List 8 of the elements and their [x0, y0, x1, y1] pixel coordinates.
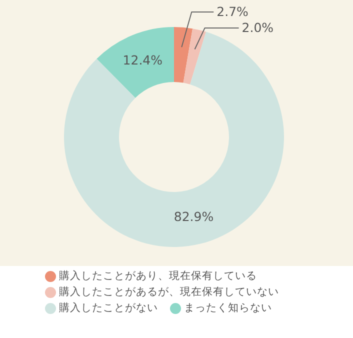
- legend-label: 購入したことがあり、現在保有している: [59, 270, 257, 283]
- data-label: 2.7%: [216, 4, 249, 19]
- legend-label: 購入したことがあるが、現在保有していない: [59, 286, 279, 299]
- legend-label: 購入したことがない: [59, 302, 158, 315]
- legend-label: まったく知らない: [184, 302, 272, 315]
- data-label: 12.4%: [122, 52, 163, 68]
- data-label: 82.9%: [174, 209, 214, 224]
- data-label: 2.0%: [242, 20, 274, 35]
